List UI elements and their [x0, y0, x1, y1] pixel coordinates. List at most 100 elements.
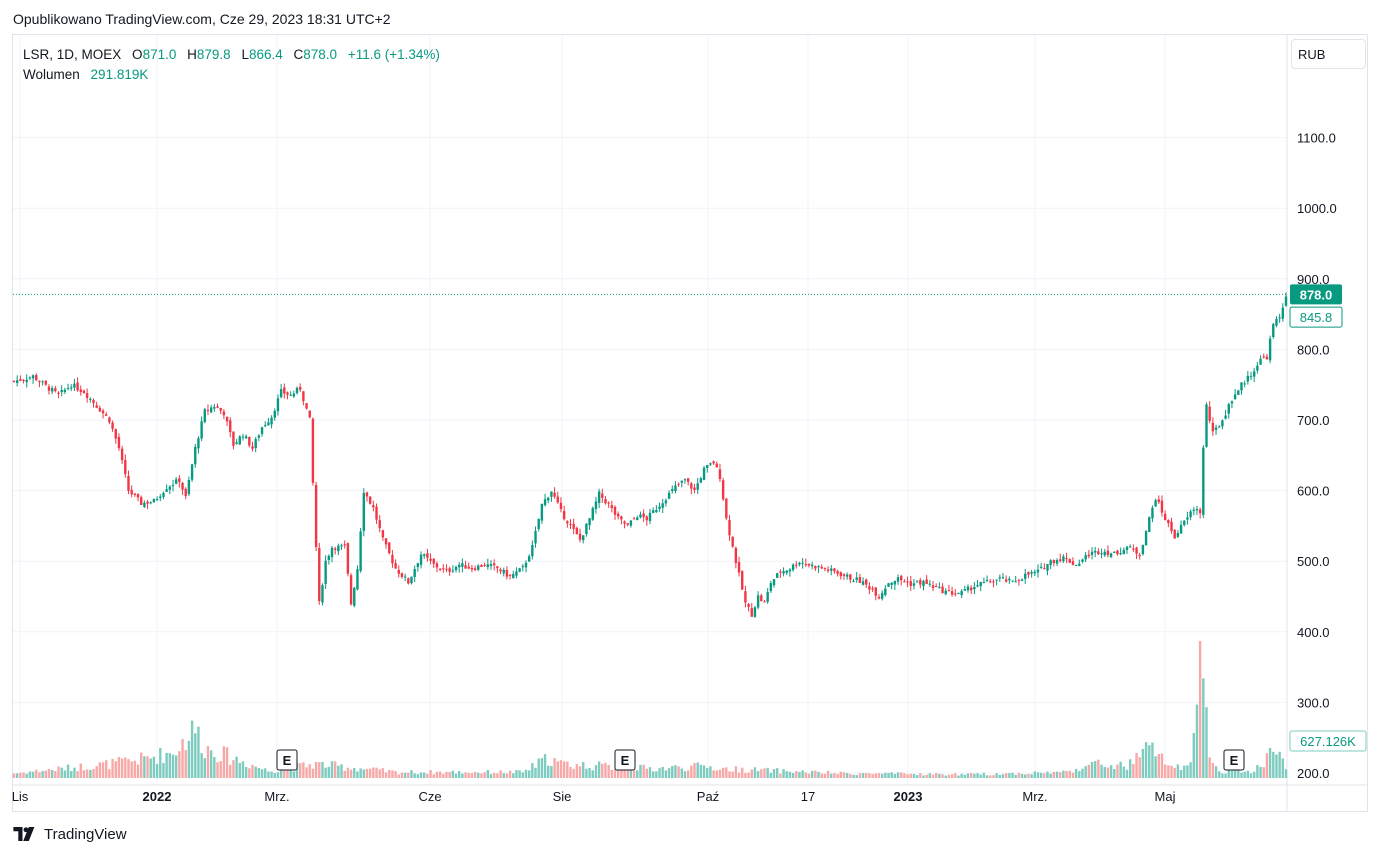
volume-bar: [1253, 771, 1256, 778]
volume-bar: [206, 746, 210, 778]
volume-bar: [178, 751, 181, 778]
volume-bar: [168, 753, 172, 778]
candle-body: [283, 387, 286, 394]
candle-body: [477, 565, 480, 570]
volume-bar: [187, 740, 191, 778]
candle-body: [1224, 415, 1227, 419]
volume-bar: [690, 765, 693, 778]
volume-bar: [19, 772, 22, 778]
volume-bar: [1224, 773, 1227, 778]
volume-bar: [1262, 767, 1265, 778]
candle-body: [515, 571, 518, 576]
volume-bar: [1148, 745, 1151, 778]
footer-branding[interactable]: TradingView: [13, 824, 127, 844]
candle-body: [998, 577, 1001, 579]
candle-body: [887, 583, 890, 587]
candle-body: [976, 585, 979, 587]
volume-bar: [365, 768, 369, 778]
candle-body: [1198, 509, 1202, 514]
volume-bar: [496, 773, 499, 778]
candle-body: [801, 562, 804, 564]
earnings-marker: [614, 749, 636, 771]
volume-bar: [432, 774, 435, 778]
volume-bar: [753, 767, 757, 778]
volume-bar: [1116, 764, 1119, 778]
volume-bar: [57, 766, 60, 778]
volume-bar: [505, 773, 509, 778]
candle-body: [1246, 375, 1250, 382]
candle-body: [1262, 356, 1265, 358]
volume-bar: [473, 771, 477, 778]
volume-bar: [1192, 733, 1195, 778]
volume-bar: [817, 771, 820, 778]
volume-bar: [279, 770, 283, 778]
candle-body: [760, 595, 763, 602]
volume-bar: [1202, 678, 1205, 778]
candle-body: [1249, 376, 1253, 378]
volume-bar: [645, 768, 649, 778]
volume-bar: [935, 772, 938, 778]
candle-body: [1014, 581, 1017, 583]
volume-bar: [944, 775, 947, 778]
candle-body: [559, 502, 563, 510]
candle-body: [1052, 560, 1056, 563]
candle-body: [791, 564, 795, 570]
volume-bar: [976, 773, 979, 778]
volume-bar: [686, 770, 690, 778]
volume-bar: [954, 773, 957, 778]
volume-bar: [378, 769, 381, 778]
volume-bar: [865, 773, 868, 778]
candle-body: [57, 392, 60, 394]
candle-body: [111, 422, 114, 429]
volume-bar: [407, 772, 410, 778]
volume-bar: [197, 726, 200, 778]
volume-bar: [353, 767, 356, 778]
candle-body: [1240, 382, 1243, 391]
candle-body: [203, 409, 206, 423]
candle-body: [1109, 553, 1113, 557]
volume-bar: [766, 767, 769, 778]
chart-frame[interactable]: [12, 34, 1368, 812]
candle-body: [677, 483, 680, 485]
candle-body: [136, 494, 140, 498]
volume-bar: [842, 772, 846, 778]
candle-body: [1087, 554, 1091, 557]
candle-body: [343, 544, 346, 546]
candle-body: [190, 464, 194, 480]
candle-body: [919, 579, 922, 585]
volume-bar: [321, 761, 324, 778]
candle-body: [534, 530, 537, 544]
volume-bar: [636, 770, 639, 778]
volume-bar: [1170, 765, 1173, 778]
candle-body: [508, 574, 512, 576]
volume-bar: [1284, 769, 1288, 778]
candle-body: [394, 563, 397, 569]
volume-bar: [1062, 770, 1065, 778]
volume-bar: [543, 754, 547, 778]
volume-bar: [699, 764, 703, 778]
volume-bar: [15, 773, 19, 778]
volume-bar: [111, 758, 114, 778]
candle-body: [725, 498, 728, 519]
candle-body: [667, 492, 671, 499]
volume-bar: [286, 767, 289, 778]
volume-bar: [807, 773, 811, 778]
candle-body: [858, 577, 862, 583]
candle-body: [60, 389, 63, 393]
candle-body: [721, 480, 725, 500]
candle-body: [127, 475, 130, 491]
candle-body: [152, 498, 156, 503]
candle-body: [432, 558, 435, 564]
volume-bar: [359, 768, 362, 778]
currency-button[interactable]: RUB: [1291, 39, 1366, 69]
candle-body: [438, 568, 442, 570]
volume-bar: [324, 767, 327, 778]
volume-bar: [925, 774, 928, 778]
candle-body: [1275, 318, 1278, 326]
volume-bar: [229, 764, 232, 778]
volume-bar: [524, 769, 528, 778]
volume-bar: [562, 761, 566, 778]
candle-body: [553, 492, 556, 497]
